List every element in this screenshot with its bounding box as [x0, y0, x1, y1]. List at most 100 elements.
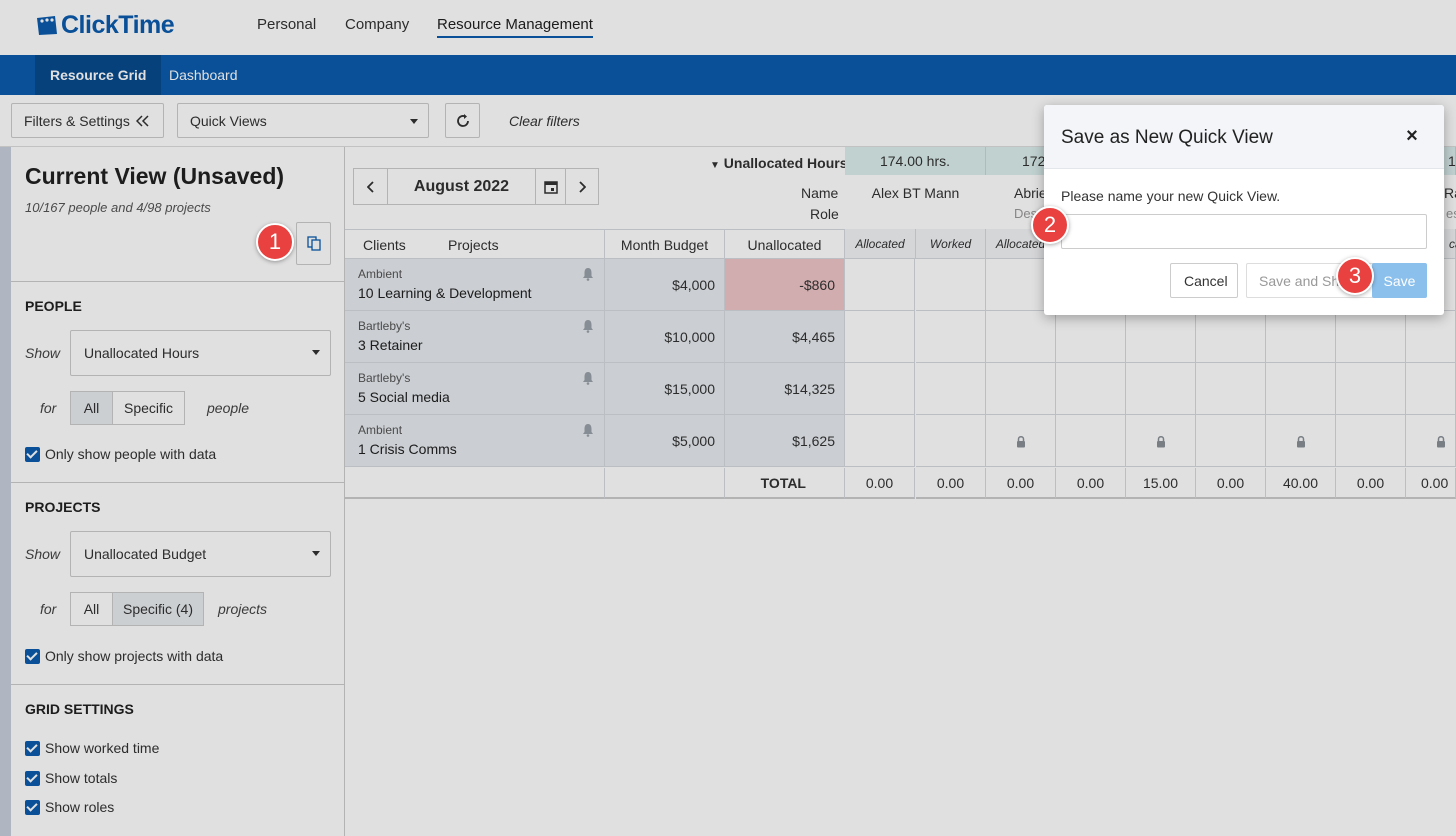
- allocation-cell[interactable]: [1266, 363, 1336, 415]
- step-badge-1: 1: [256, 223, 294, 261]
- prev-month-button[interactable]: [353, 168, 388, 205]
- allocation-cell[interactable]: [1336, 415, 1406, 467]
- table-row[interactable]: Bartleby's 5 Social media: [345, 363, 605, 415]
- person-name[interactable]: Abrie: [1014, 185, 1047, 201]
- allocation-cell[interactable]: [845, 311, 915, 363]
- allocation-cell[interactable]: [1266, 311, 1336, 363]
- allocation-cell[interactable]: [845, 363, 915, 415]
- unallocated-header[interactable]: Unallocated: [725, 229, 845, 259]
- current-view-subtitle: 10/167 people and 4/98 projects: [25, 200, 211, 215]
- bell-icon[interactable]: [582, 423, 594, 437]
- people-show-select[interactable]: Unallocated Hours: [70, 330, 331, 376]
- allocation-cell[interactable]: [916, 415, 986, 467]
- filters-panel: Current View (Unsaved) 10/167 people and…: [0, 147, 345, 836]
- allocation-cell[interactable]: [1126, 415, 1196, 467]
- allocation-cell[interactable]: [986, 311, 1056, 363]
- allocation-cell[interactable]: [1266, 415, 1336, 467]
- projects-show-label: Show: [25, 546, 61, 562]
- projects-suffix-label: projects: [218, 601, 268, 617]
- table-row[interactable]: Ambient 10 Learning & Development: [345, 259, 605, 311]
- lock-icon: [1297, 436, 1305, 448]
- people-all-toggle[interactable]: All: [70, 391, 113, 425]
- allocation-cell[interactable]: [916, 363, 986, 415]
- clients-header[interactable]: Clients: [363, 237, 406, 253]
- allocation-cell[interactable]: [1196, 311, 1266, 363]
- clock-logo-icon: [37, 16, 57, 35]
- projects-specific-toggle[interactable]: Specific (4): [112, 592, 204, 626]
- bell-icon[interactable]: [582, 371, 594, 385]
- checkbox-checked-icon: [25, 799, 40, 815]
- allocation-cell[interactable]: [1056, 363, 1126, 415]
- projects-all-toggle[interactable]: All: [70, 592, 113, 626]
- allocation-cell[interactable]: [916, 311, 986, 363]
- person-hours-value: 13: [1448, 153, 1456, 169]
- nav-personal[interactable]: Personal: [257, 16, 317, 33]
- allocation-cell[interactable]: [1336, 363, 1406, 415]
- allocation-cell[interactable]: [1196, 415, 1266, 467]
- clicktime-logo[interactable]: ClickTime: [35, 10, 175, 40]
- quick-view-name-input[interactable]: [1061, 214, 1427, 249]
- tab-resource-grid[interactable]: Resource Grid: [35, 55, 162, 95]
- filters-settings-button[interactable]: Filters & Settings: [11, 103, 164, 138]
- bell-icon[interactable]: [582, 267, 594, 281]
- people-suffix-label: people: [207, 400, 250, 416]
- projects-header[interactable]: Projects: [448, 237, 499, 253]
- divider: [11, 281, 345, 282]
- chevron-down-icon: [410, 119, 418, 124]
- lock-icon: [1017, 436, 1025, 448]
- checkbox-checked-icon: [25, 770, 40, 786]
- allocation-cell[interactable]: [845, 415, 915, 467]
- allocation-cell[interactable]: [986, 415, 1056, 467]
- unallocated-cell: -$860: [725, 259, 845, 311]
- show-worked-time-checkbox[interactable]: Show worked time: [25, 740, 159, 756]
- nav-resource-management[interactable]: Resource Management: [437, 16, 593, 38]
- allocation-cell[interactable]: [1336, 311, 1406, 363]
- calendar-icon: [543, 180, 558, 194]
- projects-show-value: Unallocated Budget: [84, 546, 207, 562]
- next-month-button[interactable]: [565, 168, 599, 205]
- total-cell: 15.00: [1126, 468, 1196, 499]
- worked-subheader: Worked: [916, 229, 986, 259]
- nav-company[interactable]: Company: [345, 16, 410, 33]
- allocation-cell[interactable]: [1126, 363, 1196, 415]
- table-row[interactable]: Ambient 1 Crisis Comms: [345, 415, 605, 467]
- cancel-button[interactable]: Cancel: [1170, 263, 1238, 298]
- refresh-button[interactable]: [445, 103, 480, 138]
- allocation-cell[interactable]: [986, 363, 1056, 415]
- table-row[interactable]: Bartleby's 3 Retainer: [345, 311, 605, 363]
- clear-filters-link[interactable]: Clear filters: [509, 113, 580, 129]
- show-totals-checkbox[interactable]: Show totals: [25, 770, 117, 786]
- save-quick-view-button[interactable]: [296, 222, 331, 265]
- people-with-data-checkbox[interactable]: Only show people with data: [25, 446, 216, 462]
- person-name[interactable]: Alex BT Mann: [871, 185, 960, 201]
- people-specific-toggle[interactable]: Specific: [112, 391, 185, 425]
- projects-with-data-checkbox[interactable]: Only show projects with data: [25, 648, 223, 664]
- month-budget-header[interactable]: Month Budget: [605, 229, 725, 259]
- unallocated-hours-sort[interactable]: ▼ Unallocated Hours: [710, 155, 848, 171]
- show-roles-checkbox[interactable]: Show roles: [25, 799, 114, 815]
- projects-show-select[interactable]: Unallocated Budget: [70, 531, 331, 577]
- calendar-button[interactable]: [535, 168, 566, 205]
- panel-stripe: [0, 147, 11, 836]
- allocation-cell[interactable]: [1406, 311, 1456, 363]
- allocation-cell[interactable]: [845, 259, 915, 311]
- tab-dashboard[interactable]: Dashboard: [169, 67, 238, 83]
- person-name[interactable]: Raid: [1444, 185, 1456, 201]
- bell-icon[interactable]: [582, 319, 594, 333]
- quick-views-select[interactable]: Quick Views: [177, 103, 429, 138]
- show-totals-label: Show totals: [45, 770, 118, 786]
- allocation-cell[interactable]: [1196, 363, 1266, 415]
- dialog-title: Save as New Quick View: [1061, 127, 1273, 148]
- unallocated-cell: $4,465: [725, 311, 845, 363]
- save-button[interactable]: Save: [1372, 263, 1427, 298]
- allocation-cell[interactable]: [1056, 415, 1126, 467]
- allocation-cell[interactable]: [1126, 311, 1196, 363]
- unallocated-cell: $1,625: [725, 415, 845, 467]
- allocation-cell[interactable]: [916, 259, 986, 311]
- allocation-cell[interactable]: [1406, 363, 1456, 415]
- allocation-cell[interactable]: [1406, 415, 1456, 467]
- allocation-cell[interactable]: [1056, 311, 1126, 363]
- total-label: TOTAL: [725, 468, 845, 499]
- close-icon[interactable]: ×: [1406, 125, 1418, 147]
- total-cell: 40.00: [1266, 468, 1336, 499]
